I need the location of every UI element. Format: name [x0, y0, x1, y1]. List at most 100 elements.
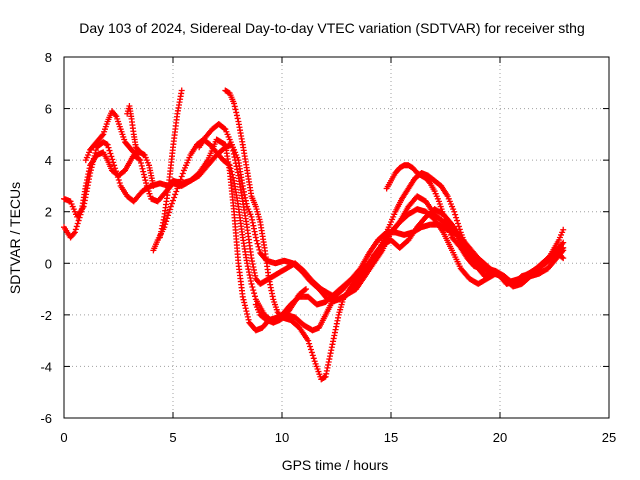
data-point: [232, 106, 239, 113]
data-point: [244, 313, 251, 320]
data-point: [234, 166, 241, 173]
series-track-10: [252, 286, 309, 326]
data-point: [150, 182, 157, 189]
data-point: [250, 287, 257, 294]
tick-labels: 0 5 10 15 20 25 -6 -4 -2 0 2 4 6 8: [40, 50, 616, 445]
data-point: [227, 165, 234, 172]
data-point: [306, 340, 313, 347]
data-point: [233, 112, 240, 119]
data-point: [165, 212, 172, 219]
data-point: [232, 157, 239, 164]
data-point: [234, 169, 241, 176]
data-point: [221, 125, 228, 132]
data-point: [226, 162, 233, 169]
data-point: [234, 115, 241, 122]
data-point: [175, 182, 182, 189]
data-point: [107, 150, 114, 157]
data-point: [104, 141, 111, 148]
data-point: [179, 170, 186, 177]
data-point: [305, 337, 312, 344]
series-track-3: [150, 136, 567, 326]
data-point: [230, 147, 237, 154]
data-point: [242, 305, 249, 312]
data-point: [244, 310, 251, 317]
data-point: [233, 109, 240, 116]
data-point: [171, 194, 178, 201]
data-point: [168, 200, 175, 207]
data-point: [245, 316, 252, 323]
data-point: [308, 349, 315, 356]
data-point: [251, 293, 258, 300]
data-point: [559, 245, 566, 252]
data-point: [251, 290, 258, 297]
series-track-6: [196, 121, 567, 303]
data-point: [455, 223, 462, 230]
data-point: [167, 203, 174, 210]
data-point: [310, 355, 317, 362]
chart-title: Day 103 of 2024, Sidereal Day-to-day VTE…: [79, 20, 585, 36]
data-point: [142, 177, 149, 184]
grid: [64, 57, 609, 418]
data-point: [77, 211, 84, 218]
data-point: [249, 284, 256, 291]
series-track-7: [383, 162, 490, 275]
data-point: [451, 208, 458, 215]
data-point: [137, 157, 144, 164]
data-point: [225, 161, 232, 168]
data-point: [105, 144, 112, 151]
data-point: [426, 179, 433, 186]
data-point: [454, 220, 461, 227]
data-series: [61, 87, 567, 383]
x-tick-label: 0: [60, 430, 67, 445]
data-point: [229, 171, 236, 178]
data-point: [176, 179, 183, 186]
data-point: [243, 308, 250, 315]
y-axis-label: SDTVAR / TECUs: [7, 182, 23, 294]
data-point: [248, 280, 255, 287]
data-point: [301, 286, 308, 293]
y-tick-label: -6: [40, 411, 52, 426]
data-point: [177, 176, 184, 183]
data-point: [254, 240, 261, 247]
data-point: [239, 293, 246, 300]
data-point: [560, 239, 567, 246]
y-tick-label: 8: [45, 50, 52, 65]
data-point: [72, 226, 79, 233]
data-point: [309, 352, 316, 359]
data-point: [256, 246, 263, 253]
data-point: [302, 286, 309, 293]
y-tick-label: 0: [45, 256, 52, 271]
data-point: [483, 268, 490, 275]
data-point: [74, 220, 81, 227]
data-point: [106, 147, 113, 154]
data-point: [92, 147, 99, 154]
x-tick-label: 25: [602, 430, 616, 445]
data-point: [112, 112, 119, 119]
y-tick-label: -4: [40, 359, 52, 374]
data-point: [560, 226, 567, 233]
y-tick-label: -2: [40, 308, 52, 323]
data-point: [307, 343, 314, 350]
data-point: [229, 144, 236, 151]
data-point: [307, 346, 314, 353]
data-point: [452, 211, 459, 218]
data-point: [73, 223, 80, 230]
data-point: [138, 162, 145, 169]
data-point: [241, 302, 248, 309]
y-tick-label: 6: [45, 102, 52, 117]
data-point: [255, 243, 262, 250]
series-track-4: [156, 87, 185, 241]
data-point: [232, 160, 239, 167]
data-point: [76, 214, 83, 221]
data-point: [139, 165, 146, 172]
data-point: [231, 154, 238, 161]
x-tick-label: 15: [384, 430, 398, 445]
y-tick-label: 4: [45, 153, 52, 168]
data-point: [166, 206, 173, 213]
data-point: [116, 179, 123, 186]
data-point: [233, 163, 240, 170]
data-point: [174, 185, 181, 192]
data-point: [241, 299, 248, 306]
data-point: [560, 244, 567, 251]
